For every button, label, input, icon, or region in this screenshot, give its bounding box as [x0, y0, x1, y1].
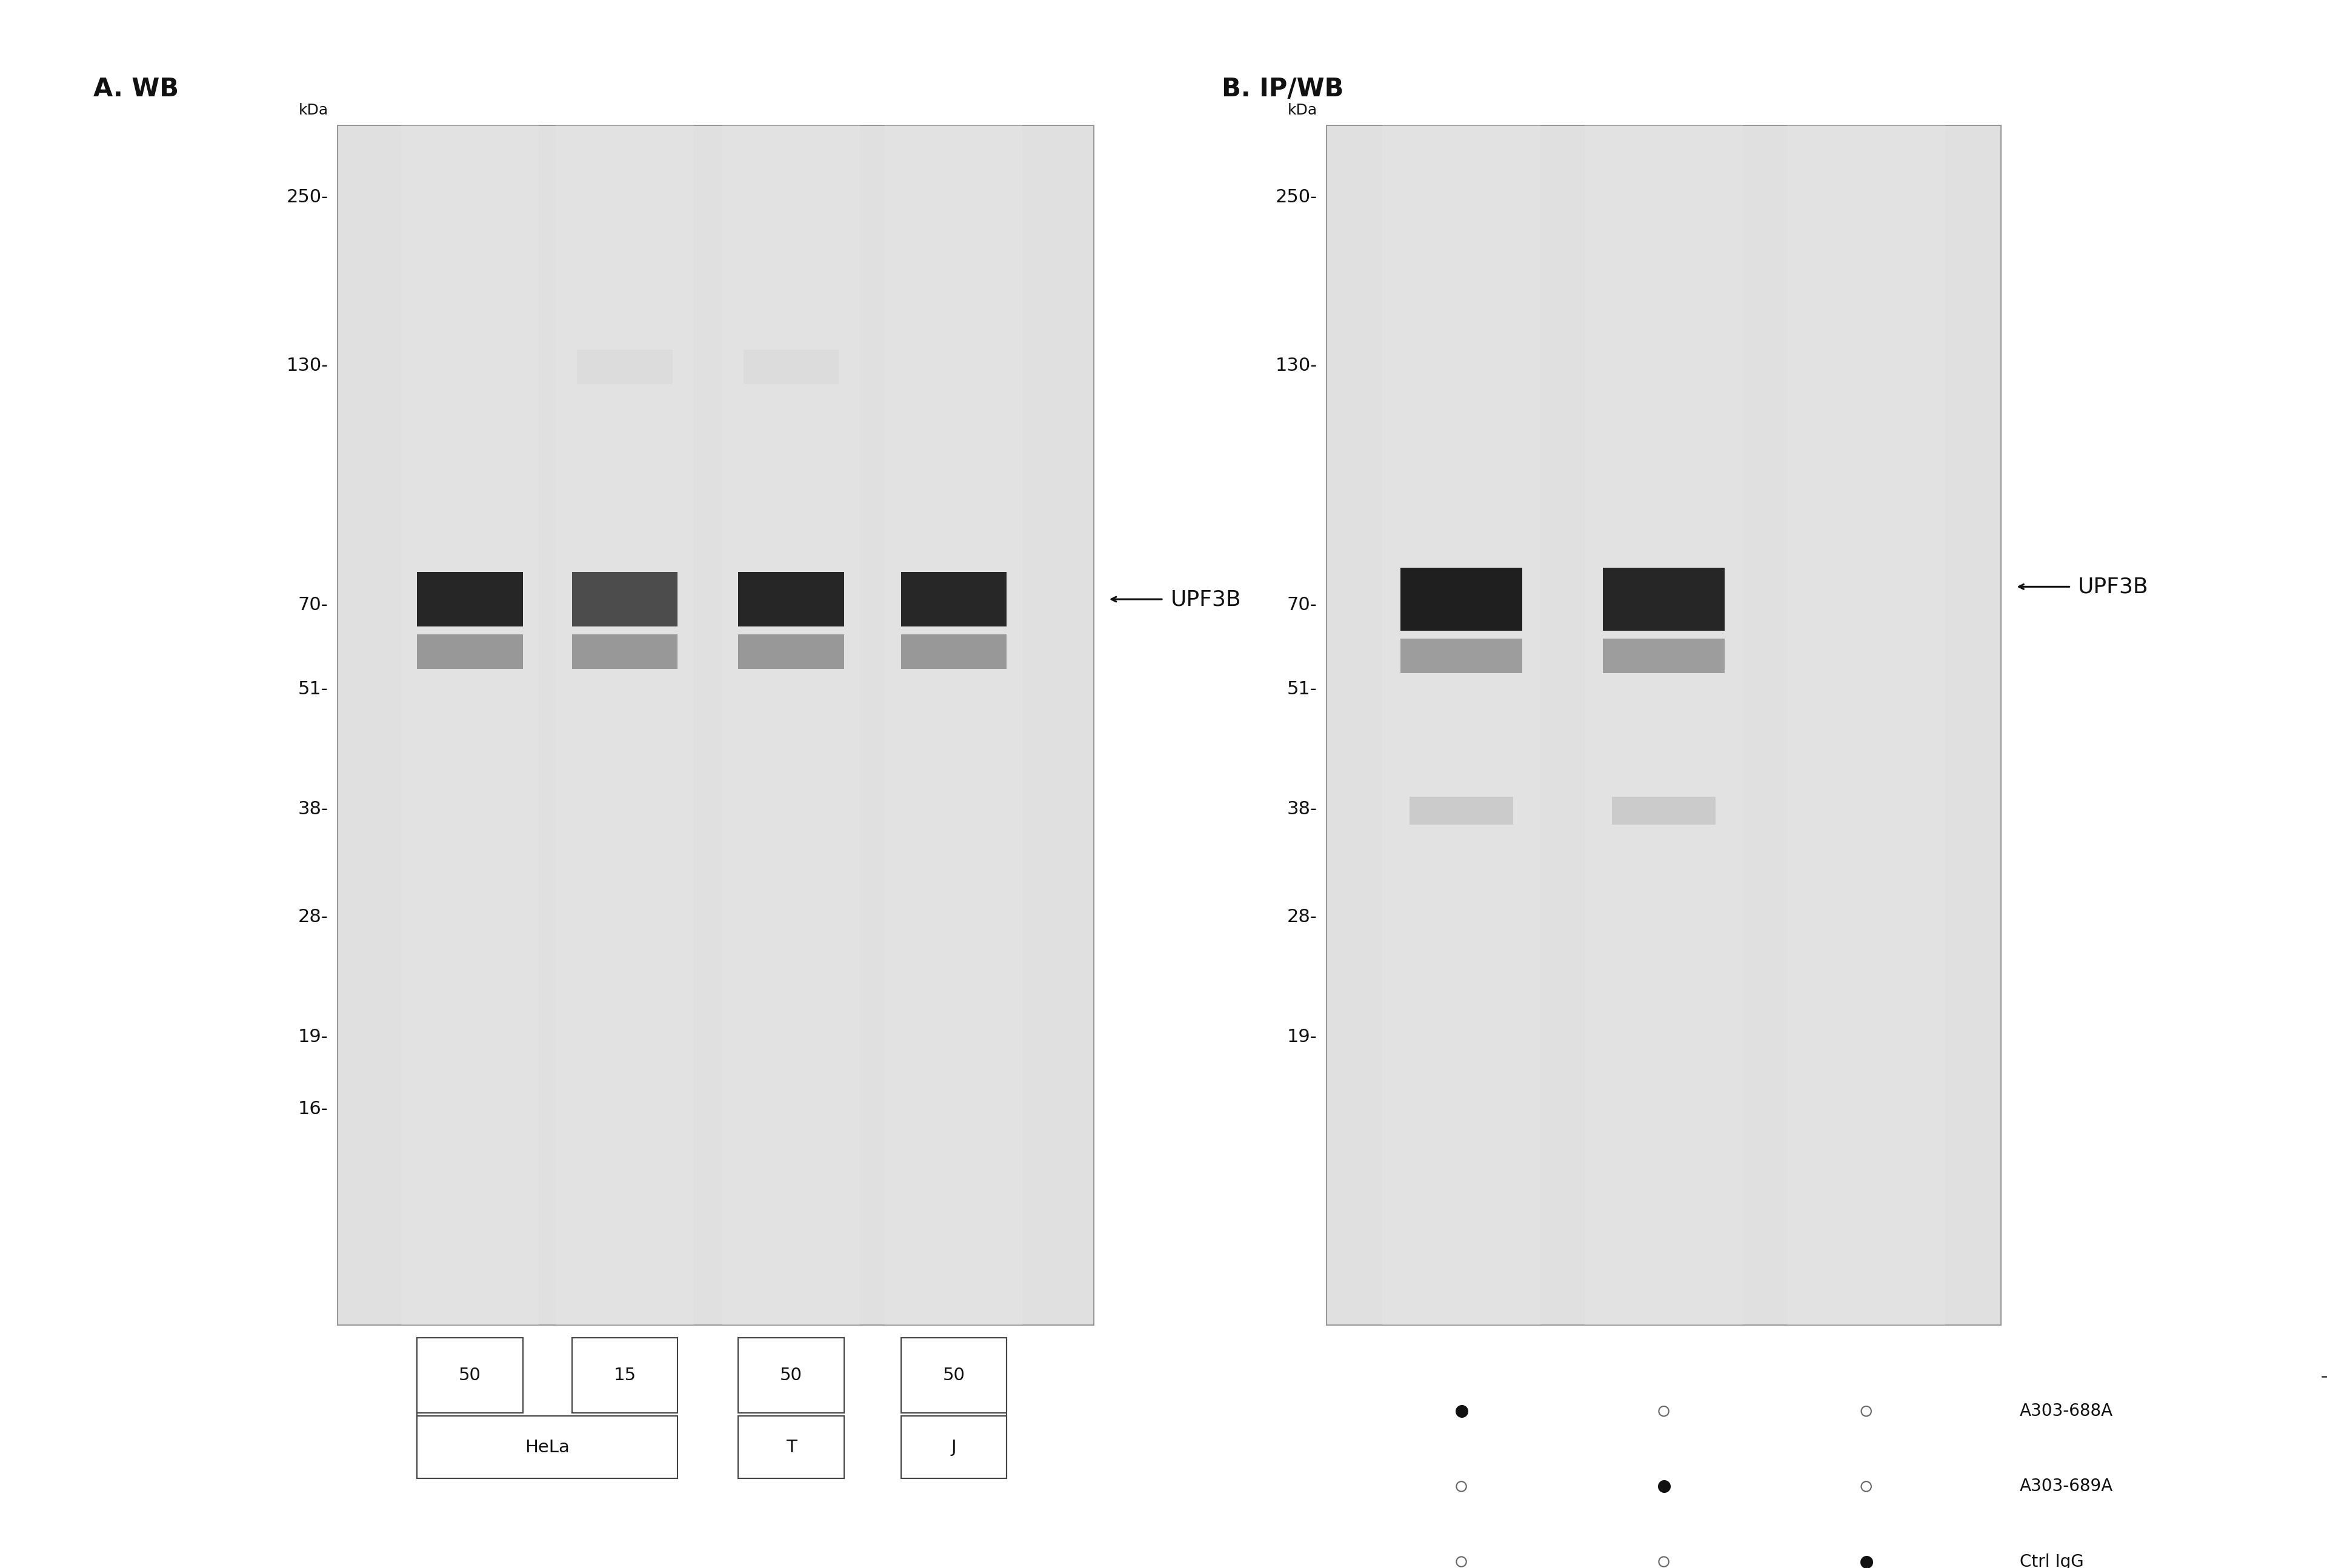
Bar — [901, 1338, 1008, 1413]
Point — [1645, 1549, 1682, 1568]
Bar — [572, 1338, 677, 1413]
Text: 51-: 51- — [298, 681, 328, 698]
Point — [1645, 1474, 1682, 1499]
Bar — [745, 350, 838, 384]
Text: 51-: 51- — [1287, 681, 1317, 698]
Text: 19-: 19- — [298, 1029, 328, 1046]
Text: UPF3B: UPF3B — [1170, 590, 1240, 610]
Text: A. WB: A. WB — [93, 77, 179, 102]
Text: J: J — [952, 1439, 956, 1455]
Text: 28-: 28- — [298, 908, 328, 927]
Text: 130-: 130- — [1275, 356, 1317, 375]
Bar — [1613, 797, 1715, 825]
Bar — [1401, 638, 1522, 673]
Text: 38-: 38- — [298, 800, 328, 818]
Bar — [400, 125, 538, 1325]
Point — [1443, 1474, 1480, 1499]
Bar — [417, 1416, 677, 1479]
Bar — [738, 1338, 845, 1413]
Bar — [901, 635, 1008, 670]
Bar — [901, 572, 1008, 627]
Bar — [577, 350, 673, 384]
Text: 70-: 70- — [298, 596, 328, 615]
Text: kDa: kDa — [298, 103, 328, 118]
Bar — [738, 1416, 845, 1479]
Bar — [1382, 125, 1540, 1325]
Text: 28-: 28- — [1287, 908, 1317, 927]
Bar — [1326, 125, 2001, 1325]
Point — [1443, 1399, 1480, 1424]
Text: kDa: kDa — [1287, 103, 1317, 118]
Text: A303-689A: A303-689A — [2020, 1479, 2113, 1494]
Bar — [721, 125, 861, 1325]
Point — [1848, 1474, 1885, 1499]
Text: 130-: 130- — [286, 356, 328, 375]
Bar — [738, 635, 845, 670]
Point — [1645, 1399, 1682, 1424]
Text: UPF3B: UPF3B — [2078, 577, 2148, 597]
Text: 50: 50 — [458, 1367, 482, 1383]
Bar — [417, 635, 524, 670]
Bar — [884, 125, 1022, 1325]
Text: HeLa: HeLa — [526, 1439, 570, 1455]
Bar — [417, 1338, 524, 1413]
Text: 250-: 250- — [1275, 188, 1317, 207]
Bar — [572, 635, 677, 670]
Text: T: T — [787, 1439, 796, 1455]
Text: 50: 50 — [780, 1367, 803, 1383]
Bar — [1603, 568, 1724, 630]
Bar — [1401, 568, 1522, 630]
Text: Ctrl IgG: Ctrl IgG — [2020, 1554, 2085, 1568]
Text: 15: 15 — [614, 1367, 635, 1383]
Bar — [1585, 125, 1743, 1325]
Text: 19-: 19- — [1287, 1029, 1317, 1046]
Bar — [556, 125, 693, 1325]
Bar — [1410, 797, 1513, 825]
Text: 16-: 16- — [298, 1101, 328, 1118]
Point — [1443, 1549, 1480, 1568]
Bar — [417, 572, 524, 627]
Bar — [1603, 638, 1724, 673]
Text: 70-: 70- — [1287, 596, 1317, 615]
Point — [1848, 1549, 1885, 1568]
Bar — [901, 1416, 1008, 1479]
Text: B. IP/WB: B. IP/WB — [1222, 77, 1343, 102]
Bar — [572, 572, 677, 627]
Bar — [738, 572, 845, 627]
Text: 38-: 38- — [1287, 800, 1317, 818]
Text: 250-: 250- — [286, 188, 328, 207]
Point — [1848, 1399, 1885, 1424]
Text: A303-688A: A303-688A — [2020, 1403, 2113, 1419]
Text: 50: 50 — [942, 1367, 966, 1383]
Bar — [1787, 125, 1945, 1325]
Bar — [337, 125, 1094, 1325]
